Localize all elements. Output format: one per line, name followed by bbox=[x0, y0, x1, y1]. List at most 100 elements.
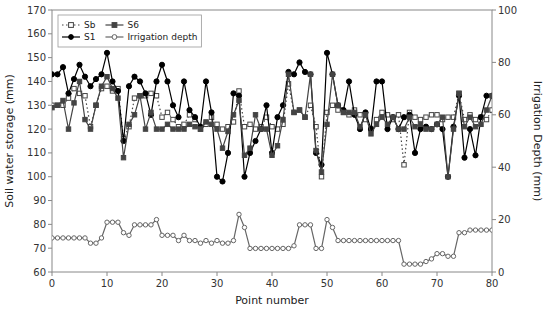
series-marker bbox=[418, 262, 422, 266]
series-marker bbox=[209, 110, 214, 115]
series-marker bbox=[446, 115, 450, 119]
series-marker bbox=[341, 110, 345, 114]
series-marker bbox=[286, 246, 290, 250]
legend-marker bbox=[69, 23, 74, 28]
series-marker bbox=[165, 110, 169, 114]
series-marker bbox=[66, 91, 71, 96]
series-marker bbox=[330, 72, 335, 77]
series-marker bbox=[341, 110, 345, 114]
series-marker bbox=[160, 127, 164, 131]
legend-marker bbox=[69, 35, 74, 40]
series-marker bbox=[176, 238, 180, 242]
series-marker bbox=[336, 238, 340, 242]
series-marker bbox=[270, 125, 274, 129]
series-marker bbox=[440, 251, 444, 255]
series-marker bbox=[66, 127, 70, 131]
x-tick-label: 50 bbox=[321, 278, 334, 289]
y-axis-label: Soil water storage (mm) bbox=[3, 74, 16, 207]
y2-tick-label: 40 bbox=[498, 162, 511, 173]
series-marker bbox=[83, 117, 87, 121]
y2-tick bbox=[492, 219, 496, 220]
series-marker bbox=[435, 251, 439, 255]
series-marker bbox=[132, 223, 136, 227]
series-marker bbox=[330, 103, 334, 107]
series-marker bbox=[72, 86, 76, 90]
chart: 0102030405060708060708090100110120130140… bbox=[0, 0, 544, 310]
series-marker bbox=[446, 175, 450, 179]
series-marker bbox=[176, 115, 181, 120]
series-marker bbox=[402, 262, 406, 266]
series-marker bbox=[314, 148, 318, 152]
x-tick-label: 10 bbox=[101, 278, 114, 289]
series-marker bbox=[291, 72, 296, 77]
series-marker bbox=[358, 113, 362, 117]
y-tick-label: 90 bbox=[33, 195, 46, 206]
series-marker bbox=[489, 93, 492, 98]
series-marker bbox=[77, 62, 82, 67]
series-marker bbox=[347, 238, 351, 242]
series-marker bbox=[264, 103, 269, 108]
series-marker bbox=[374, 117, 378, 121]
series-marker bbox=[435, 113, 439, 117]
series-marker bbox=[467, 126, 472, 131]
y-tick-label: 170 bbox=[27, 5, 46, 16]
y-tick bbox=[48, 57, 52, 58]
x-tick-label: 30 bbox=[211, 278, 224, 289]
series-marker bbox=[159, 62, 164, 67]
series-marker bbox=[171, 127, 175, 131]
series-marker bbox=[94, 103, 98, 107]
y-tick bbox=[48, 10, 52, 11]
y-tick bbox=[48, 152, 52, 153]
series-marker bbox=[132, 74, 137, 79]
series-marker bbox=[231, 113, 235, 117]
series-marker bbox=[220, 127, 224, 131]
series-marker bbox=[484, 228, 488, 232]
series-marker bbox=[445, 174, 450, 179]
legend: SbS1S6Irrigation depth bbox=[58, 15, 201, 47]
x-tick bbox=[272, 272, 273, 276]
series-marker bbox=[94, 103, 98, 107]
series-marker bbox=[82, 74, 87, 79]
series-marker bbox=[160, 115, 164, 119]
series-marker bbox=[391, 115, 395, 119]
y2-tick bbox=[492, 114, 496, 115]
series-marker bbox=[302, 69, 307, 74]
y-tick bbox=[48, 272, 52, 273]
series-line bbox=[52, 84, 492, 177]
series-marker bbox=[457, 91, 461, 95]
series-marker bbox=[220, 241, 224, 245]
y-tick bbox=[48, 129, 52, 130]
series-marker bbox=[446, 254, 450, 258]
series-marker bbox=[236, 93, 241, 98]
series-marker bbox=[396, 126, 401, 131]
series-marker bbox=[473, 125, 477, 129]
y-tick bbox=[48, 81, 52, 82]
series-marker bbox=[401, 115, 406, 120]
y-tick-label: 60 bbox=[33, 267, 46, 278]
y-tick-label: 150 bbox=[27, 52, 46, 63]
series-marker bbox=[429, 113, 433, 117]
series-marker bbox=[424, 127, 428, 131]
series-marker bbox=[363, 238, 367, 242]
series-marker bbox=[204, 120, 208, 124]
series-marker bbox=[105, 74, 109, 78]
series-marker bbox=[385, 122, 389, 126]
series-marker bbox=[352, 110, 356, 114]
x-tick bbox=[492, 272, 493, 276]
series-marker bbox=[198, 127, 202, 131]
series-marker bbox=[171, 117, 175, 121]
legend-box bbox=[58, 15, 201, 47]
y-tick-label: 160 bbox=[27, 28, 46, 39]
series-marker bbox=[121, 231, 125, 235]
y-tick bbox=[48, 105, 52, 106]
series-marker bbox=[72, 101, 76, 105]
series-marker bbox=[258, 126, 263, 131]
series-marker bbox=[424, 115, 428, 119]
series-marker bbox=[314, 246, 318, 250]
series-marker bbox=[429, 257, 433, 261]
series-marker bbox=[270, 246, 274, 250]
series-marker bbox=[292, 244, 296, 248]
y-tick-label: 130 bbox=[27, 100, 46, 111]
series-marker bbox=[115, 88, 120, 93]
y-tick bbox=[48, 33, 52, 34]
